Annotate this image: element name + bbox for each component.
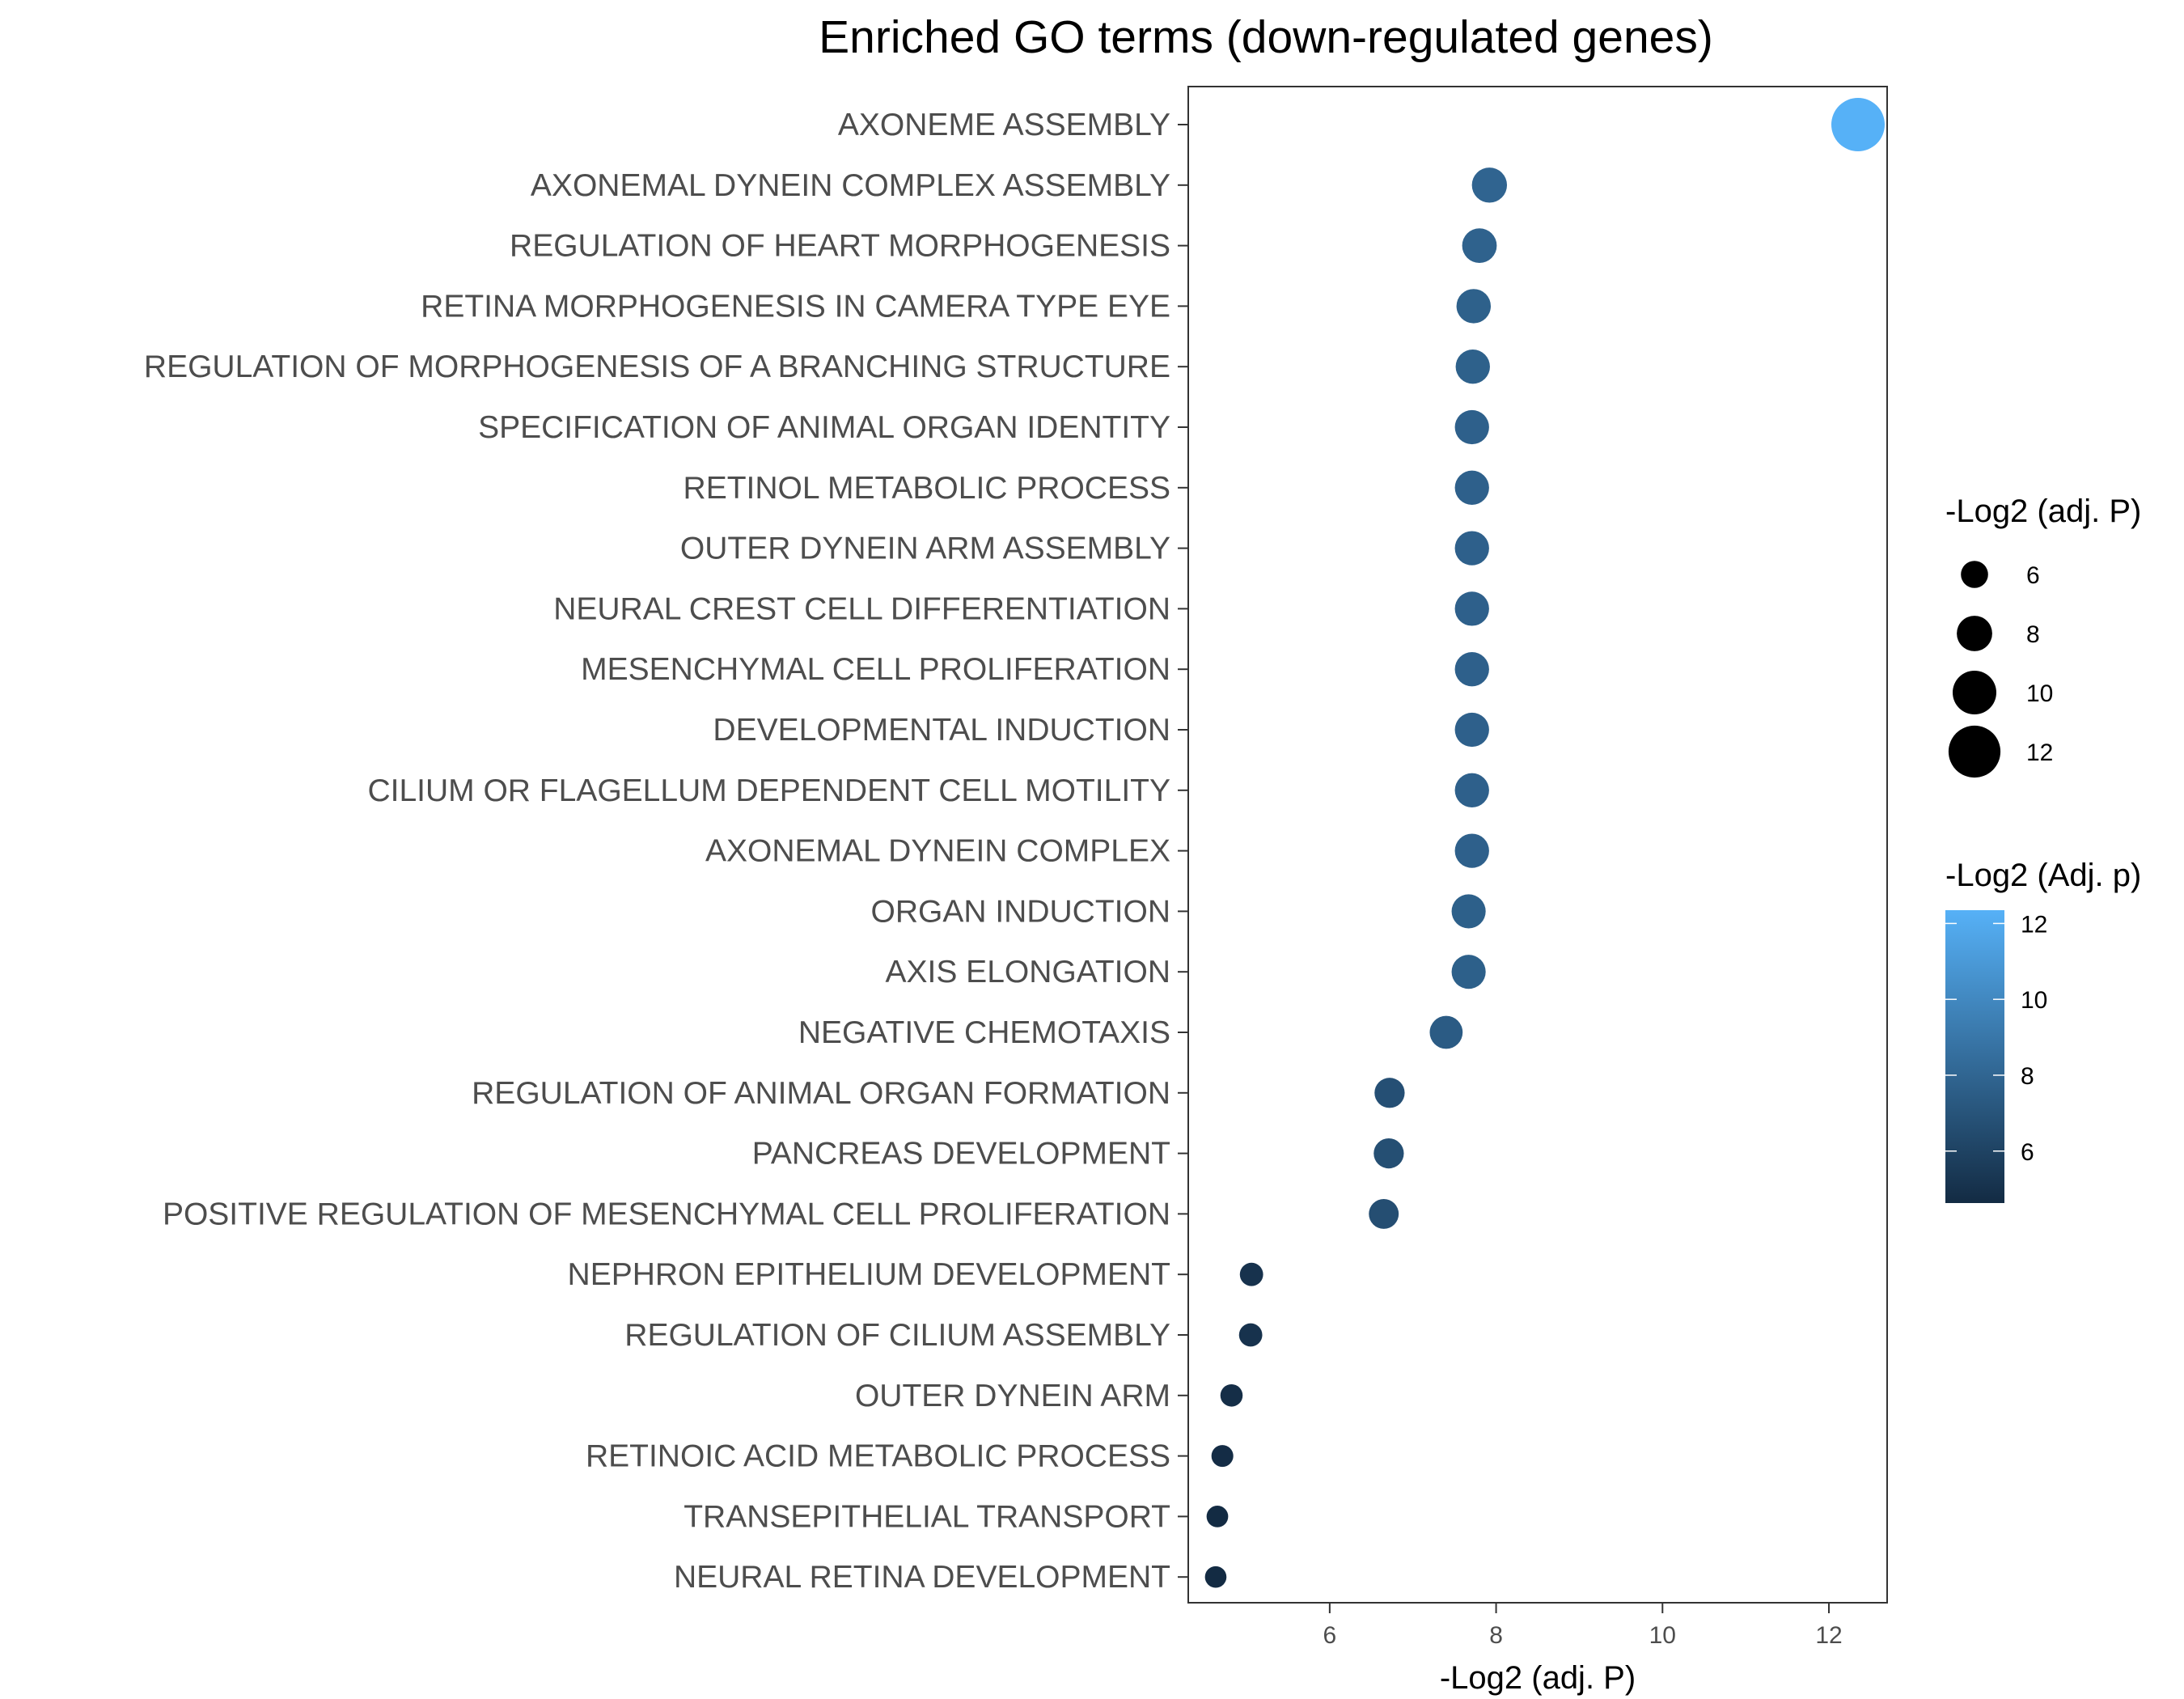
data-point	[1204, 1566, 1227, 1588]
size-legend-key	[1957, 616, 1992, 651]
y-tick-label: SPECIFICATION OF ANIMAL ORGAN IDENTITY	[478, 410, 1170, 445]
data-point	[1369, 1198, 1399, 1229]
x-axis: 6 8 10 12	[1323, 1603, 1843, 1649]
data-point	[1456, 289, 1492, 324]
data-point	[1429, 1015, 1463, 1049]
y-tick-label: REGULATION OF ANIMAL ORGAN FORMATION	[472, 1076, 1170, 1111]
x-tick-label: 10	[1649, 1622, 1676, 1649]
data-point	[1373, 1138, 1404, 1169]
y-tick-label: NEGATIVE CHEMOTAXIS	[798, 1015, 1170, 1050]
data-point	[1454, 773, 1489, 807]
plot-panel	[1187, 86, 1888, 1604]
size-legend-label: 6	[2026, 562, 2040, 589]
size-legend-label: 10	[2026, 680, 2053, 707]
color-legend-label: 12	[2021, 911, 2047, 938]
y-tick-label: REGULATION OF MORPHOGENESIS OF A BRANCHI…	[144, 350, 1170, 384]
y-tick-label: RETINOIC ACID METABOLIC PROCESS	[586, 1439, 1170, 1474]
size-legend-key	[1961, 561, 1988, 588]
y-tick-label: NEURAL CREST CELL DIFFERENTIATION	[553, 591, 1170, 626]
color-legend-label: 8	[2021, 1063, 2034, 1090]
y-tick-label: NEPHRON EPITHELIUM DEVELOPMENT	[568, 1257, 1170, 1292]
data-point	[1454, 591, 1489, 626]
y-tick-label: MESENCHYMAL CELL PROLIFERATION	[581, 652, 1170, 687]
data-point	[1239, 1262, 1263, 1286]
y-tick-label: OUTER DYNEIN ARM ASSEMBLY	[680, 532, 1170, 566]
color-legend-bar	[1945, 910, 2004, 1203]
y-tick-label: OUTER DYNEIN ARM	[855, 1379, 1170, 1413]
data-point	[1451, 894, 1486, 929]
y-tick-label: AXONEME ASSEMBLY	[838, 108, 1170, 142]
y-tick-label: RETINA MORPHOGENESIS IN CAMERA TYPE EYE	[421, 289, 1170, 324]
size-legend-label: 8	[2026, 621, 2040, 648]
data-point	[1374, 1078, 1405, 1108]
size-legend-key	[1953, 671, 1996, 714]
y-tick-label: REGULATION OF HEART MORPHOGENESIS	[510, 229, 1170, 264]
size-legend-key	[1948, 725, 2001, 778]
data-point	[1455, 350, 1490, 384]
data-point	[1454, 712, 1489, 748]
x-tick-label: 12	[1815, 1622, 1842, 1649]
color-legend-title: -Log2 (Adj. p)	[1945, 858, 2141, 893]
data-point	[1454, 652, 1489, 687]
data-point	[1462, 228, 1497, 263]
data-point	[1206, 1506, 1229, 1527]
y-tick-label: CILIUM OR FLAGELLUM DEPENDENT CELL MOTIL…	[367, 773, 1170, 808]
y-tick-label: RETINOL METABOLIC PROCESS	[684, 471, 1170, 506]
data-point	[1238, 1323, 1263, 1347]
color-legend-label: 6	[2021, 1139, 2034, 1166]
y-tick-label: POSITIVE REGULATION OF MESENCHYMAL CELL …	[163, 1197, 1170, 1231]
y-axis-labels: AXONEME ASSEMBLY AXONEMAL DYNEIN COMPLEX …	[144, 108, 1188, 1595]
y-tick-label: AXONEMAL DYNEIN COMPLEX	[705, 834, 1170, 869]
data-point	[1454, 833, 1489, 868]
data-point	[1211, 1445, 1234, 1468]
data-points	[1204, 98, 1885, 1588]
color-legend: -Log2 (Adj. p) 6 8 10 12	[1945, 858, 2141, 1203]
size-legend-title: -Log2 (adj. P)	[1945, 494, 2141, 529]
data-point	[1451, 955, 1486, 989]
y-tick-label: TRANSEPITHELIAL TRANSPORT	[684, 1499, 1170, 1534]
color-legend-label: 10	[2021, 987, 2047, 1014]
y-tick-label: DEVELOPMENTAL INDUCTION	[713, 713, 1170, 748]
data-point	[1471, 167, 1508, 203]
data-point	[1454, 409, 1489, 445]
y-tick-label: AXONEMAL DYNEIN COMPLEX ASSEMBLY	[531, 168, 1170, 203]
x-tick-label: 8	[1489, 1622, 1503, 1649]
size-legend: -Log2 (adj. P) 6 8 10 12	[1945, 494, 2141, 778]
y-tick-label: ORGAN INDUCTION	[871, 894, 1171, 929]
x-tick-label: 6	[1323, 1622, 1337, 1649]
y-tick-label: NEURAL RETINA DEVELOPMENT	[674, 1560, 1170, 1595]
data-point	[1831, 98, 1885, 151]
y-tick-label: PANCREAS DEVELOPMENT	[752, 1137, 1170, 1172]
chart-title: Enriched GO terms (down-regulated genes)	[819, 11, 1713, 63]
size-legend-label: 12	[2026, 739, 2053, 766]
data-point	[1454, 470, 1489, 505]
data-point	[1220, 1384, 1243, 1407]
y-tick-label: REGULATION OF CILIUM ASSEMBLY	[624, 1318, 1170, 1353]
y-tick-label: AXIS ELONGATION	[885, 955, 1170, 989]
data-point	[1454, 531, 1489, 566]
x-axis-title: -Log2 (adj. P)	[1440, 1660, 1636, 1696]
